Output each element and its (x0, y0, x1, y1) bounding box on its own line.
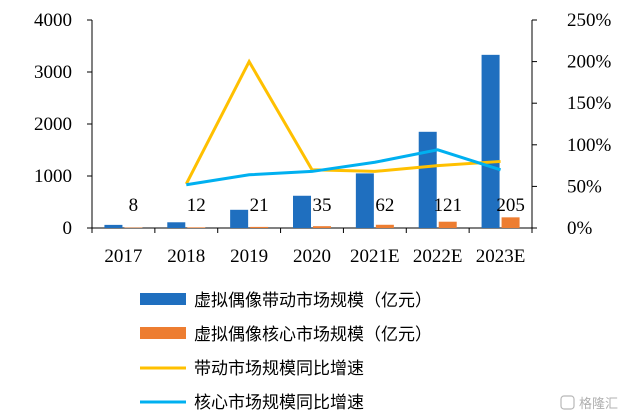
bar-core-market (501, 217, 520, 228)
bar-driven-market (293, 195, 311, 228)
bar-driven-market (230, 209, 249, 228)
line-series (184, 58, 502, 187)
legend-label: 虚拟偶像带动市场规模（亿元） (194, 291, 432, 311)
bar-driven-market (418, 131, 437, 228)
legend-label: 带动市场规模同比增速 (194, 359, 364, 379)
bar-driven-market (104, 224, 123, 228)
bar-core-market (187, 227, 206, 228)
data-label-core: 21 (250, 195, 269, 216)
x-tick-label: 2020 (293, 246, 331, 267)
legend: 虚拟偶像带动市场规模（亿元） 虚拟偶像核心市场规模（亿元） 带动市场规模同比增速核心… (140, 291, 432, 413)
x-tick-label: 2017 (104, 246, 142, 267)
data-label-core: 121 (433, 195, 462, 216)
line-core-growth (186, 148, 502, 187)
bar-core-market (313, 226, 331, 228)
y-right-tick-label: 250% (567, 10, 612, 31)
data-label-core: 205 (496, 195, 525, 216)
legend-label: 虚拟偶像核心市场规模（亿元） (194, 325, 432, 345)
tick-labels: 0 1000 2000 3000 4000 0% 50% 100% 150% 200% 250% 20… (34, 10, 612, 267)
data-label-core: 62 (375, 195, 394, 216)
y-right-tick-label: 50% (567, 176, 602, 197)
x-tick-label: 2019 (230, 246, 268, 267)
y-left-tick-label: 4000 (34, 10, 72, 31)
x-tick-label: 2023E (476, 246, 526, 267)
bar-core-market (375, 224, 394, 228)
y-left-tick-label: 0 (63, 218, 73, 239)
y-right-tick-label: 150% (567, 93, 612, 114)
y-left-tick-label: 1000 (34, 166, 72, 187)
y-left-tick-label: 2000 (34, 114, 72, 135)
x-tick-label: 2021E (350, 246, 400, 267)
x-tick-label: 2022E (413, 246, 463, 267)
bar-driven-market (167, 222, 186, 228)
bar-core-market (438, 221, 457, 228)
y-right-tick-label: 100% (567, 135, 612, 156)
legend-swatch-bar (140, 293, 186, 305)
legend-label: 核心市场规模同比增速 (194, 393, 364, 413)
bar-series (104, 54, 520, 229)
bar-driven-market (481, 54, 500, 229)
line-driven-growth (184, 58, 501, 185)
bar-driven-market (355, 173, 374, 228)
data-label-core: 35 (313, 195, 332, 216)
bar-core-market (250, 226, 269, 228)
data-label-core: 12 (187, 195, 206, 216)
y-right-tick-label: 200% (567, 52, 612, 73)
y-left-tick-label: 3000 (34, 62, 72, 83)
watermark-text: 格隆汇 (579, 396, 618, 412)
data-labels: 8 12 21 35 62 121 205 (129, 195, 525, 216)
x-tick-label: 2018 (167, 246, 205, 267)
watermark: 格隆汇 (560, 395, 618, 412)
legend-swatch-bar (140, 327, 186, 339)
watermark-logo-icon (560, 395, 575, 410)
axes (87, 19, 537, 233)
data-label-core: 8 (129, 195, 139, 216)
y-right-tick-label: 0% (567, 218, 593, 239)
